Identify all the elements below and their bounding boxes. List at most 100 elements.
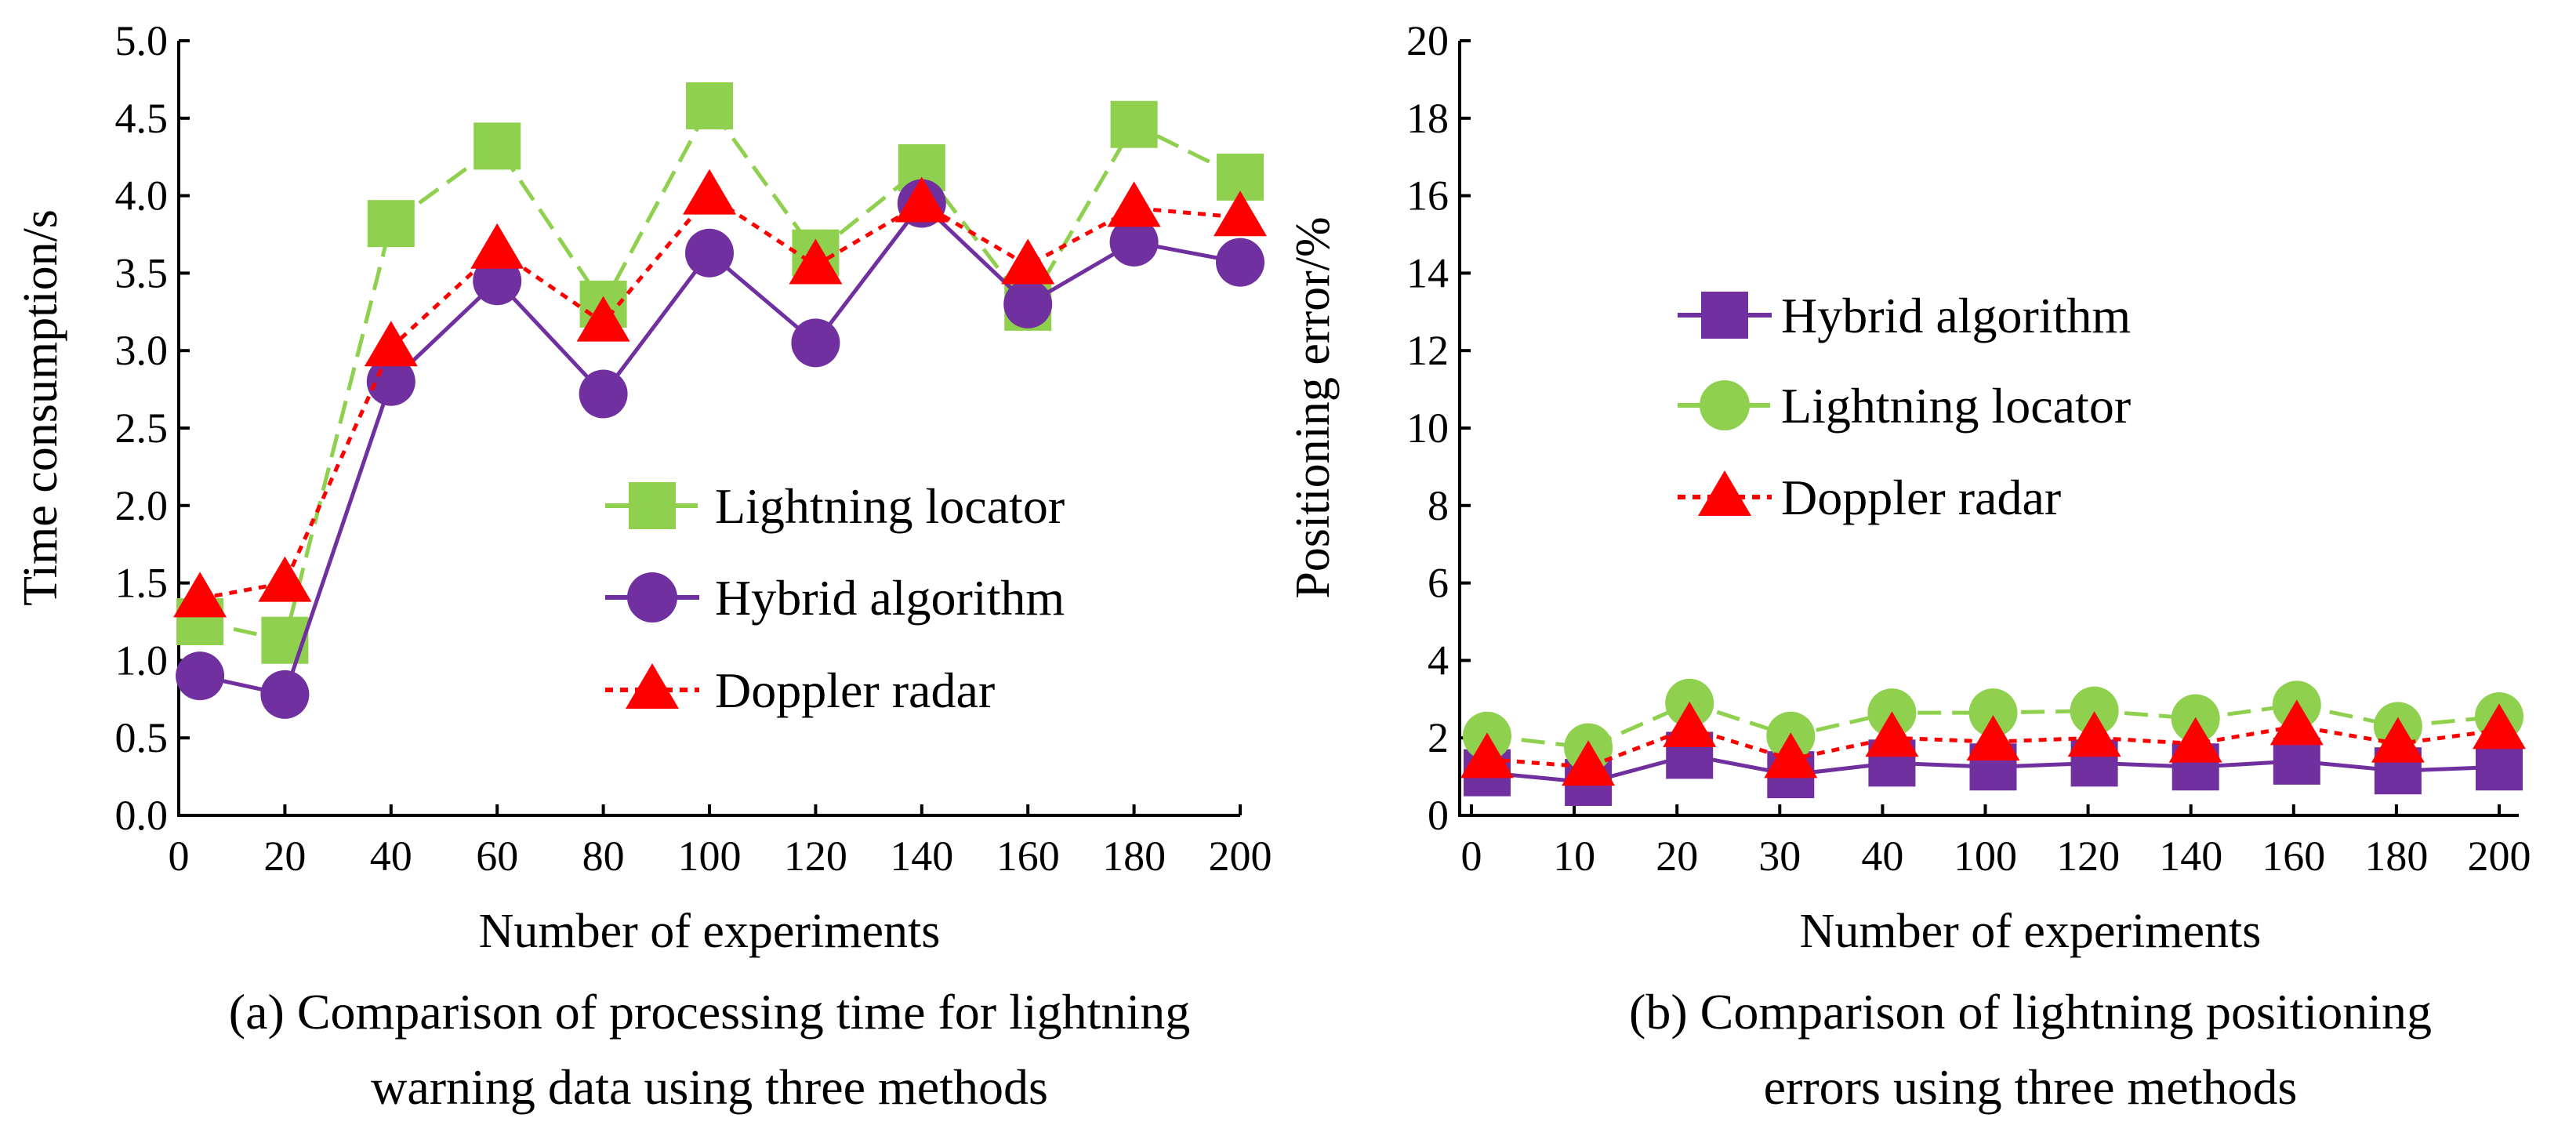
b-x-tick-label: 100 — [1954, 833, 2017, 880]
a-point-doppler-radar — [258, 556, 312, 602]
b-y-tick-label: 20 — [1406, 17, 1449, 64]
a-x-tick-label: 120 — [784, 833, 847, 880]
b-point-doppler-radar — [2269, 699, 2324, 746]
a-point-hybrid-algorithm — [1216, 238, 1264, 287]
a-x-tick-label: 40 — [370, 833, 412, 880]
legend-a-hybrid-algorithm-marker — [627, 572, 677, 622]
a-point-doppler-radar — [576, 296, 630, 342]
legend-b-hybrid-algorithm: Hybrid algorithm — [1781, 288, 2131, 343]
a-point-hybrid-algorithm — [791, 318, 840, 368]
a-point-lightning-locator — [473, 122, 521, 170]
panel-a-legend: Lightning locator Hybrid algorithm Doppl… — [605, 478, 1065, 718]
legend-b-lightning-locator: Lightning locator — [1781, 378, 2131, 434]
legend-b-doppler-radar: Doppler radar — [1781, 470, 2061, 525]
a-point-doppler-radar — [173, 572, 227, 618]
b-y-tick-label: 2 — [1428, 714, 1449, 761]
a-y-tick-label: 0.5 — [115, 714, 169, 761]
b-x-tick-label: 40 — [1861, 833, 1903, 880]
b-point-doppler-radar — [1460, 732, 1514, 779]
a-point-doppler-radar — [789, 238, 843, 285]
a-x-tick-label: 60 — [476, 833, 518, 880]
legend-b-lightning-locator-marker — [1700, 380, 1750, 430]
b-y-tick-label: 8 — [1428, 482, 1449, 529]
a-point-doppler-radar — [894, 176, 949, 223]
panel-a-x-ticks: 0 20 40 60 80 100 120 140 160 180 200 — [169, 804, 1272, 880]
a-y-tick-label: 3.0 — [115, 327, 169, 374]
a-point-lightning-locator — [1110, 100, 1158, 148]
a-point-doppler-radar — [470, 223, 524, 269]
legend-b-hybrid-algorithm-marker — [1701, 292, 1748, 339]
panel-b-y-axis-label: Positioning error/% — [1286, 216, 1340, 598]
a-point-doppler-radar — [683, 169, 736, 215]
b-y-tick-label: 16 — [1406, 172, 1449, 220]
panel-b-x-axis-label: Number of experiments — [1800, 905, 2262, 958]
panel-a-chart: 0.0 0.5 1.0 1.5 2.0 2.5 3.0 3.5 4.0 4.5 5.0 0 20 40 6… — [14, 17, 1272, 1115]
panel-b-chart: 0 2 4 6 8 10 12 14 16 18 20 0 10 20 30 40 100 120 140 160 1… — [1286, 17, 2531, 1115]
panel-a-axes — [177, 41, 1240, 817]
panel-a-y-ticks: 0.0 0.5 1.0 1.5 2.0 2.5 3.0 3.5 4.0 4.5 5.0 — [115, 17, 190, 839]
b-y-tick-label: 10 — [1406, 405, 1449, 452]
b-x-tick-label: 10 — [1553, 833, 1595, 880]
legend-a-lightning-locator-marker — [629, 482, 676, 529]
b-x-tick-label: 0 — [1461, 833, 1482, 880]
a-point-doppler-radar — [1107, 181, 1161, 227]
b-point-doppler-radar — [1865, 711, 1919, 757]
b-y-tick-label: 12 — [1406, 327, 1449, 374]
b-point-doppler-radar — [1562, 740, 1616, 786]
a-point-hybrid-algorithm — [260, 670, 310, 719]
a-point-lightning-locator — [261, 616, 309, 664]
b-point-lightning-locator — [1968, 688, 2018, 738]
a-series-line-doppler-radar — [199, 193, 1241, 601]
a-y-tick-label: 0.0 — [115, 792, 169, 839]
b-point-doppler-radar — [1966, 715, 2020, 761]
panel-a-series — [173, 82, 1267, 719]
a-point-hybrid-algorithm — [1109, 217, 1159, 267]
panel-b-x-ticks: 0 10 20 30 40 100 120 140 160 180 200 — [1461, 804, 2531, 880]
legend-b-doppler-radar-marker — [1698, 470, 1751, 516]
a-point-hybrid-algorithm — [366, 357, 415, 406]
panel-b-series — [1460, 678, 2526, 807]
a-point-lightning-locator — [686, 82, 733, 129]
a-point-hybrid-algorithm — [176, 651, 225, 701]
b-point-doppler-radar — [2168, 717, 2222, 763]
a-y-tick-label: 4.0 — [115, 172, 169, 220]
b-point-lightning-locator — [2070, 686, 2119, 735]
b-x-tick-label: 20 — [1656, 833, 1698, 880]
a-x-tick-label: 180 — [1102, 833, 1166, 880]
b-x-tick-label: 160 — [2262, 833, 2325, 880]
a-x-tick-label: 100 — [678, 833, 742, 880]
legend-a-lightning-locator: Lightning locator — [715, 478, 1065, 534]
b-x-tick-label: 30 — [1758, 833, 1801, 880]
legend-a-hybrid-algorithm: Hybrid algorithm — [715, 570, 1065, 626]
b-point-doppler-radar — [2371, 717, 2425, 763]
a-y-tick-label: 2.0 — [115, 482, 169, 529]
panel-a-y-axis-label: Time consumption/s — [14, 209, 67, 606]
a-axis-lines — [177, 41, 1240, 817]
a-y-tick-label: 3.5 — [115, 249, 169, 296]
a-y-tick-label: 2.5 — [115, 405, 169, 452]
a-x-tick-label: 20 — [263, 833, 306, 880]
b-y-tick-label: 14 — [1406, 249, 1449, 296]
b-y-tick-label: 4 — [1428, 637, 1449, 684]
b-x-tick-label: 180 — [2364, 833, 2428, 880]
b-y-tick-label: 18 — [1406, 95, 1449, 142]
b-y-tick-label: 0 — [1428, 792, 1449, 839]
a-point-hybrid-algorithm — [473, 256, 522, 306]
a-point-hybrid-algorithm — [685, 228, 734, 278]
a-point-hybrid-algorithm — [1003, 279, 1053, 328]
panel-a-caption-line-2: warning data using three methods — [371, 1059, 1048, 1115]
panel-b-caption-line-1: (b) Comparison of lightning positioning — [1629, 984, 2432, 1040]
b-x-tick-label: 200 — [2468, 833, 2531, 880]
b-x-tick-label: 120 — [2056, 833, 2120, 880]
b-point-doppler-radar — [2067, 711, 2121, 757]
a-point-hybrid-algorithm — [579, 369, 628, 419]
a-x-tick-label: 160 — [996, 833, 1060, 880]
a-x-tick-label: 0 — [169, 833, 190, 880]
b-x-tick-label: 140 — [2159, 833, 2222, 880]
a-y-tick-label: 5.0 — [115, 17, 169, 64]
b-point-doppler-radar — [2473, 703, 2526, 749]
b-point-doppler-radar — [1764, 732, 1818, 779]
b-y-tick-label: 6 — [1428, 560, 1449, 607]
b-point-hybrid-algorithm — [2273, 737, 2320, 785]
